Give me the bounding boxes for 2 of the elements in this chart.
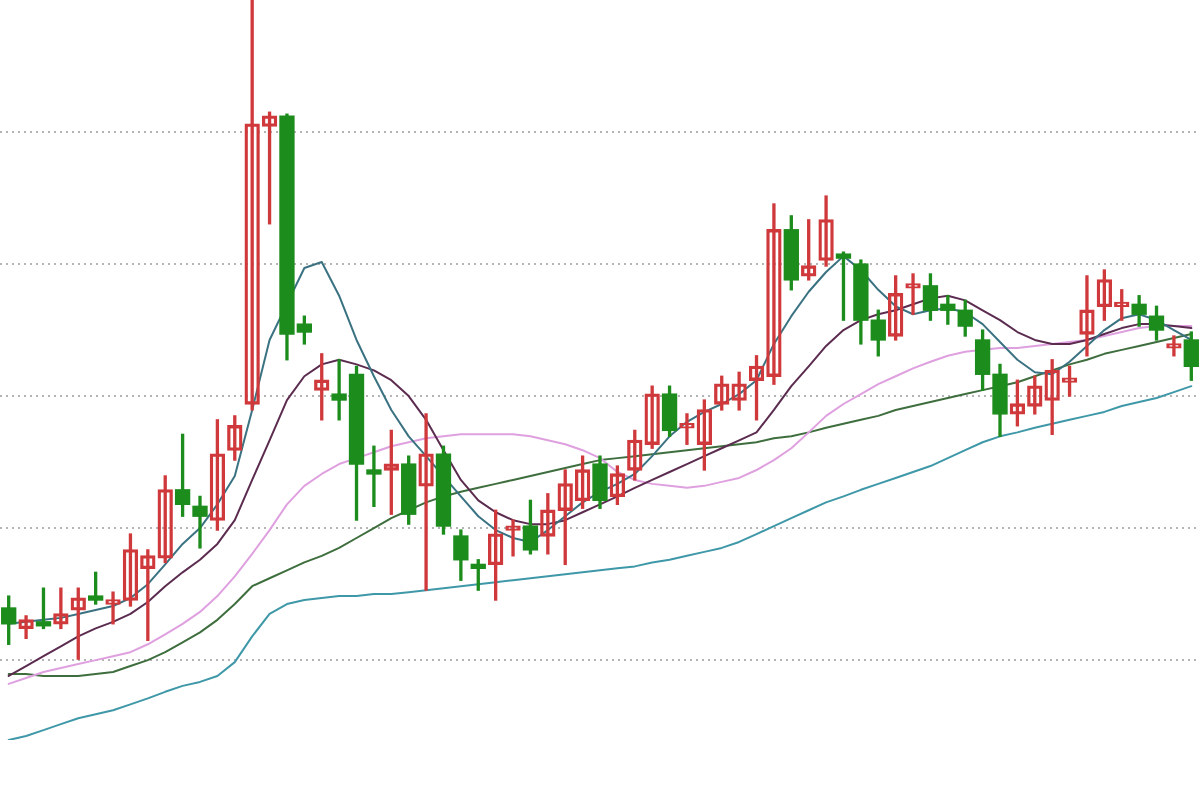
candlestick (366, 445, 382, 507)
candlestick (192, 495, 208, 549)
